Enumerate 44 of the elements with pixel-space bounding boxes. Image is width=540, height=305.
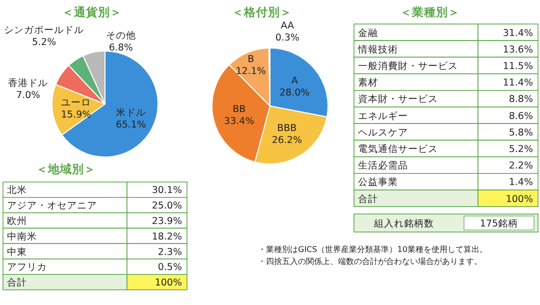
category-label: 欧州 [7,215,27,227]
data-label: 31.4% [502,28,533,39]
data-label: 100% [154,278,182,289]
category-label: 素材 [358,76,378,89]
category-label: 電気通信サービス [358,143,438,155]
category-label: 合計 [358,192,378,205]
category-label: 金融 [358,26,378,39]
category-label: 中東 [7,246,27,258]
category-label: 公益事業 [358,176,398,188]
data-label: 2.3% [158,246,182,258]
category-label: ヘルスケア [358,127,408,138]
data-label: 11.5% [502,61,533,72]
data-label: 23.9% [152,216,182,227]
text: ・業種別はGICS（世界産業分類基準）10業種を使用して算出。 [258,245,488,254]
data-label: 8.8% [508,94,533,106]
category-label: アフリカ [7,262,47,274]
category-label: 一般消費財・サービス [358,60,458,72]
data-label: 5.8% [508,127,533,138]
category-label: 資本財・サービス [358,93,438,106]
category-label: 合計 [7,276,27,289]
category-label: 北米 [7,184,27,196]
data-label: 1.4% [508,177,533,188]
data-label: 11.4% [502,78,533,89]
data-label: 5.2% [508,144,533,155]
data-label: 13.6% [502,44,533,56]
data-label: 25.0% [152,200,182,212]
data-label: 18.2% [152,231,182,242]
chart-title: ＜通貨別＞ [62,5,122,19]
text: ・四捨五入の関係上、端数の合計が合わない場合があります。 [258,257,482,266]
data-label: 100% [506,194,533,205]
data-label: 30.1% [152,185,182,196]
text: ＜地域別＞ [36,162,96,176]
category-label: 情報技術 [357,43,398,56]
data-label: 0.5% [158,262,182,274]
text: ＜業種別＞ [400,5,460,19]
category-label: エネルギー [358,110,408,122]
text: 175銘柄 [480,218,518,230]
category-label: アジア・オセアニア [7,200,97,212]
category-label: 生活必需品 [358,160,408,172]
text: 組入れ銘柄数 [373,218,434,230]
category-label: 中南米 [7,230,37,242]
data-label: 8.6% [508,110,533,122]
chart-title: ＜格付別＞ [232,5,292,19]
data-label: 2.2% [508,160,533,172]
